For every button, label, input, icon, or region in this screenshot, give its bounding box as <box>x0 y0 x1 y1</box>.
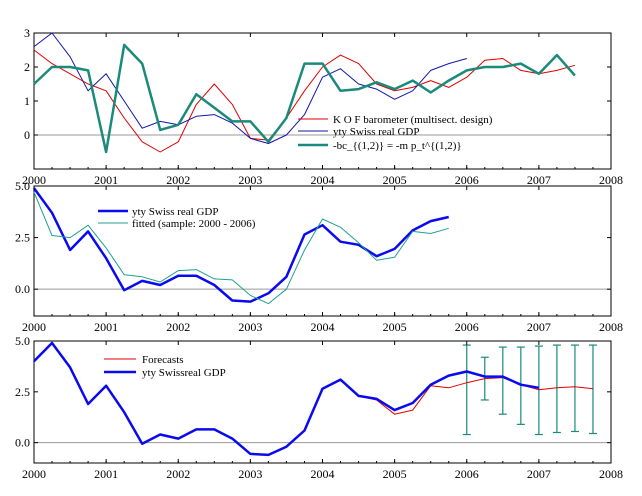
x-tick-label: 2008 <box>599 467 623 481</box>
y-tick-label: 2 <box>24 60 30 74</box>
panel-bottom-y-tick-labels: 5.0 2.5 0.0 <box>15 334 30 450</box>
x-tick-label: 2003 <box>238 173 262 187</box>
panel-middle-frame <box>33 185 612 317</box>
y-tick-label: 1 <box>24 94 30 108</box>
series-line-3 <box>33 43 576 154</box>
x-tick-label: 2000 <box>22 320 46 334</box>
legend-label-bc: -bc_{(1,2)} = -m p_t^{(1,2)} <box>333 140 462 152</box>
y-tick-label: 0 <box>24 128 30 142</box>
panel-bottom: 2000 2001 2002 2003 2004 2005 2006 2007 2008 5.0… <box>15 334 623 481</box>
x-tick-label: 2000 <box>22 173 46 187</box>
x-tick-label: 2007 <box>527 320 551 334</box>
series-line-1 <box>358 377 594 415</box>
legend-label-fitted: fitted (sample: 2000 - 2006) <box>132 218 256 230</box>
x-tick-label: 2001 <box>94 173 118 187</box>
x-tick-label: 2000 <box>22 467 46 481</box>
panel-middle-legend: yty Swiss real GDP fitted (sample: 2000 … <box>98 206 256 230</box>
panel-middle-x-tick-labels: 2000 2001 2002 2003 2004 2005 2006 2007 2008 <box>22 320 623 334</box>
x-tick-label: 2004 <box>311 173 335 187</box>
x-tick-label: 2004 <box>311 467 335 481</box>
panel-middle-y-tick-labels: 5.0 2.5 0.0 <box>15 179 30 296</box>
series-line-2 <box>33 341 540 457</box>
x-tick-label: 2006 <box>455 320 479 334</box>
x-tick-label: 2006 <box>455 467 479 481</box>
x-tick-label: 2006 <box>455 173 479 187</box>
x-tick-label: 2002 <box>166 320 190 334</box>
x-tick-label: 2005 <box>383 173 407 187</box>
x-tick-label: 2001 <box>94 467 118 481</box>
series-line-1 <box>33 49 576 153</box>
x-tick-label: 2004 <box>311 320 335 334</box>
x-tick-label: 2005 <box>383 467 407 481</box>
panel-top-ticks <box>33 32 612 169</box>
x-tick-label: 2002 <box>166 467 190 481</box>
y-tick-label: 5.0 <box>15 179 30 193</box>
y-tick-label: 3 <box>24 26 30 40</box>
x-tick-label: 2001 <box>94 320 118 334</box>
panel-top-x-tick-labels: 2000 2001 2002 2003 2004 2005 2006 2007 2008 <box>22 173 623 187</box>
y-tick-label: 2.5 <box>15 231 30 245</box>
panel-top: 2000 2001 2002 2003 2004 2005 2006 2007 2008 3 2 1… <box>22 26 623 187</box>
y-tick-label: 5.0 <box>15 334 30 348</box>
y-tick-label: 0.0 <box>15 282 30 296</box>
panel-bottom-ticks <box>33 340 612 463</box>
panel-middle-series <box>32 187 449 305</box>
x-tick-label: 2008 <box>599 320 623 334</box>
legend-label-kof: K O F barometer (multisect. design) <box>333 114 493 126</box>
x-tick-label: 2007 <box>527 467 551 481</box>
series-line-1 <box>32 187 449 303</box>
legend-label-forecasts: Forecasts <box>142 354 184 366</box>
x-tick-label: 2007 <box>527 173 551 187</box>
y-tick-label: 2.5 <box>15 385 30 399</box>
panel-top-frame <box>33 32 612 170</box>
panel-bottom-x-tick-labels: 2000 2001 2002 2003 2004 2005 2006 2007 2008 <box>22 467 623 481</box>
panel-bottom-legend: Forecasts yty Swissreal GDP <box>104 354 226 379</box>
y-tick-label: 0.0 <box>15 436 30 450</box>
panel-bottom-series <box>33 341 594 457</box>
x-tick-label: 2003 <box>238 320 262 334</box>
x-tick-label: 2008 <box>599 173 623 187</box>
x-tick-label: 2002 <box>166 173 190 187</box>
legend-label-gdp-bottom: yty Swissreal GDP <box>142 367 226 379</box>
series-line-2 <box>33 32 467 144</box>
panel-top-series <box>33 32 576 154</box>
panel-middle-ticks <box>33 185 612 316</box>
x-tick-label: 2005 <box>383 320 407 334</box>
panel-middle: 2000 2001 2002 2003 2004 2005 2006 2007 2008 5.0… <box>15 179 623 334</box>
legend-label-gdp: yty Swiss real GDP <box>333 126 419 138</box>
legend-label-gdp-mid: yty Swiss real GDP <box>132 206 218 218</box>
panel-top-y-tick-labels: 3 2 1 0 <box>24 26 30 142</box>
x-tick-label: 2003 <box>238 467 262 481</box>
panel-bottom-error-bars <box>462 344 597 436</box>
series-line-2 <box>33 192 449 305</box>
panel-top-legend: K O F barometer (multisect. design) yty … <box>298 114 493 152</box>
